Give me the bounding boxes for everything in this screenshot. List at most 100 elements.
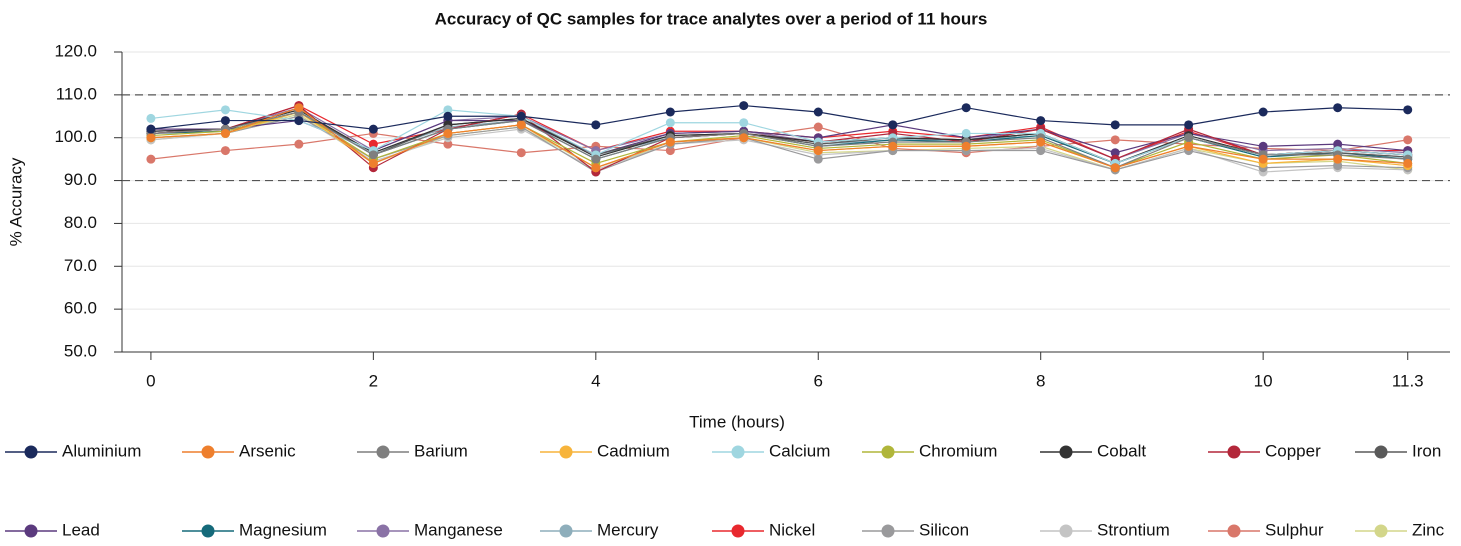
data-point (294, 103, 304, 113)
legend-marker (1374, 445, 1388, 459)
legend-marker (559, 524, 573, 538)
legend-item: Sulphur (1208, 520, 1324, 539)
data-point (1258, 154, 1268, 164)
legend-item: Barium (357, 441, 468, 460)
chart-title: Accuracy of QC samples for trace analyte… (435, 9, 988, 28)
series-line (150, 104, 1408, 130)
legend-label: Silicon (919, 520, 969, 539)
data-point (591, 154, 601, 164)
legend-label: Magnesium (239, 520, 327, 539)
legend-label: Iron (1412, 441, 1441, 460)
data-point (516, 120, 526, 130)
data-point (220, 128, 230, 138)
series-line (150, 107, 1408, 169)
legend-marker (201, 524, 215, 538)
series-line (150, 111, 1408, 169)
data-point (888, 141, 898, 151)
legend-item: Strontium (1040, 520, 1170, 539)
data-point (591, 120, 601, 130)
legend-label: Cadmium (597, 441, 670, 460)
data-point (1258, 107, 1268, 117)
legend-item: Nickel (712, 520, 815, 539)
legend-item: Cadmium (540, 441, 670, 460)
data-point (1333, 139, 1343, 149)
y-tick-label: 70.0 (64, 256, 97, 275)
data-point (368, 139, 378, 149)
y-tick-label: 100.0 (54, 127, 97, 146)
data-point (1036, 137, 1046, 147)
series (146, 101, 1413, 134)
data-point (1333, 161, 1343, 171)
data-point (1333, 103, 1343, 113)
data-point (294, 139, 304, 149)
legend-label: Cobalt (1097, 441, 1146, 460)
data-point (146, 113, 156, 123)
legend-label: Sulphur (1265, 520, 1324, 539)
data-point (961, 141, 971, 151)
data-point (813, 107, 823, 117)
legend-item: Mercury (540, 520, 659, 539)
series-line (150, 111, 1408, 169)
data-point (739, 101, 749, 111)
legend-label: Lead (62, 520, 100, 539)
y-tick-label: 120.0 (54, 41, 97, 60)
data-point (443, 105, 453, 115)
legend-label: Barium (414, 441, 468, 460)
data-point (516, 148, 526, 158)
y-tick-label: 60.0 (64, 299, 97, 318)
data-point (1110, 135, 1120, 145)
legend-marker (376, 445, 390, 459)
legend-marker (201, 445, 215, 459)
legend-item: Calcium (712, 441, 830, 460)
legend-marker (24, 524, 38, 538)
legend-item: Arsenic (182, 441, 296, 460)
legend-label: Zinc (1412, 520, 1445, 539)
legend-item: Cobalt (1040, 441, 1146, 460)
legend-marker (881, 524, 895, 538)
data-point (591, 163, 601, 173)
legend-label: Manganese (414, 520, 503, 539)
legend-label: Strontium (1097, 520, 1170, 539)
series-line (150, 115, 1408, 173)
data-point (1403, 158, 1413, 168)
legend-marker (731, 524, 745, 538)
x-tick-label: 10 (1254, 371, 1273, 390)
legend-marker (376, 524, 390, 538)
legend-marker (24, 445, 38, 459)
data-point (368, 150, 378, 160)
data-point (1110, 163, 1120, 173)
x-tick-label: 4 (591, 371, 600, 390)
x-tick-label: 8 (1036, 371, 1045, 390)
data-point (1036, 146, 1046, 156)
legend-item: Manganese (357, 520, 503, 539)
data-point (1184, 141, 1194, 151)
legend-item: Lead (5, 520, 100, 539)
legend-marker (881, 445, 895, 459)
data-point (665, 137, 675, 147)
data-point (516, 111, 526, 121)
data-point (1333, 154, 1343, 164)
legend-label: Copper (1265, 441, 1321, 460)
legend-label: Chromium (919, 441, 997, 460)
legend-label: Calcium (769, 441, 830, 460)
x-tick-label: 2 (369, 371, 378, 390)
data-point (739, 133, 749, 143)
legend-item: Aluminium (5, 441, 141, 460)
data-point (739, 118, 749, 128)
data-point (146, 124, 156, 134)
legend-label: Mercury (597, 520, 659, 539)
legend-marker (1374, 524, 1388, 538)
legend-label: Aluminium (62, 441, 141, 460)
data-point (1403, 135, 1413, 145)
data-point (443, 139, 453, 149)
legend-marker (1059, 524, 1073, 538)
y-tick-label: 110.0 (56, 84, 97, 103)
data-point (368, 124, 378, 134)
legend-label: Arsenic (239, 441, 296, 460)
data-point (1036, 116, 1046, 126)
legend-marker (731, 445, 745, 459)
y-tick-label: 50.0 (64, 341, 97, 360)
y-tick-label: 90.0 (64, 170, 97, 189)
data-point (665, 146, 675, 156)
